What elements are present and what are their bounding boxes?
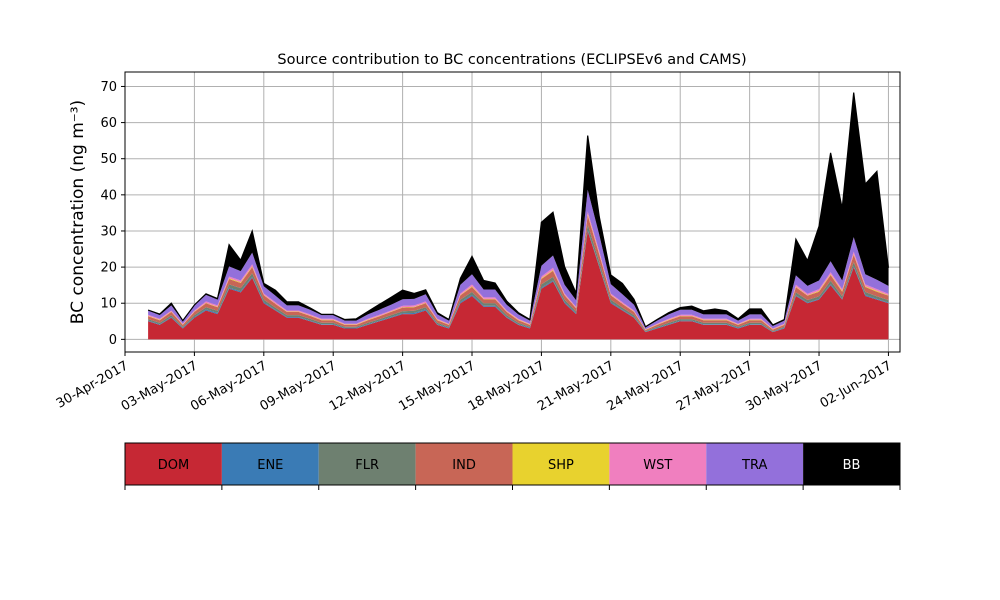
legend-label: SHP <box>548 458 574 473</box>
legend-colorbar: DOM ENE FLR IND SHP WST TRA BB <box>124 442 901 490</box>
y-tick-label: 60 <box>100 116 117 131</box>
y-tick-label: 70 <box>100 80 117 95</box>
legend-label: TRA <box>741 458 767 473</box>
x-tick-label: 21-May-2017 <box>535 358 617 414</box>
y-tick-label: 20 <box>100 261 117 276</box>
y-tick-label: 0 <box>109 333 117 348</box>
area-dom <box>148 231 889 340</box>
plot-frame <box>124 71 901 353</box>
legend-swatch-tra <box>706 443 804 485</box>
legend-label: IND <box>452 458 476 473</box>
x-tick-label: 15-May-2017 <box>396 358 478 414</box>
total-outline <box>147 92 889 328</box>
legend-label: DOM <box>158 458 189 473</box>
stacked-area-layer <box>148 92 889 340</box>
legend-swatch-ene <box>221 443 319 485</box>
x-tick-label: 30-May-2017 <box>743 358 825 414</box>
x-tick-label: 12-May-2017 <box>327 358 409 414</box>
legend-label: FLR <box>355 458 379 473</box>
legend-swatch-bb <box>803 443 900 485</box>
x-tick-label: 02-Jun-2017 <box>818 358 895 411</box>
y-tick-label: 50 <box>100 152 117 167</box>
legend-label: ENE <box>257 458 283 473</box>
y-tick-label: 40 <box>100 188 117 203</box>
legend-swatch-ind <box>415 443 513 485</box>
legend-swatch-dom <box>125 443 222 485</box>
x-tick-label: 03-May-2017 <box>119 358 201 414</box>
y-axis-label: BC concentration (ng m⁻³) <box>68 100 88 324</box>
legend-swatch-shp <box>512 443 610 485</box>
x-tick-label: 18-May-2017 <box>466 358 548 414</box>
y-tick-label: 10 <box>100 297 117 312</box>
legend-label: WST <box>643 458 672 473</box>
x-tick-label: 09-May-2017 <box>258 358 340 414</box>
x-axis: 30-Apr-201703-May-201706-May-201709-May-… <box>54 352 895 414</box>
chart-title: Source contribution to BC concentrations… <box>277 52 746 68</box>
x-tick-label: 24-May-2017 <box>605 358 687 414</box>
y-tick-label: 30 <box>100 224 117 239</box>
legend-swatch-flr <box>318 443 416 485</box>
total-outline-layer <box>147 92 889 328</box>
legend-label: BB <box>843 458 861 473</box>
x-tick-label: 06-May-2017 <box>188 358 270 414</box>
y-axis: 0 10 20 30 40 50 60 70 <box>100 80 125 348</box>
legend-swatch-wst <box>609 443 707 485</box>
x-tick-label: 27-May-2017 <box>674 358 756 414</box>
